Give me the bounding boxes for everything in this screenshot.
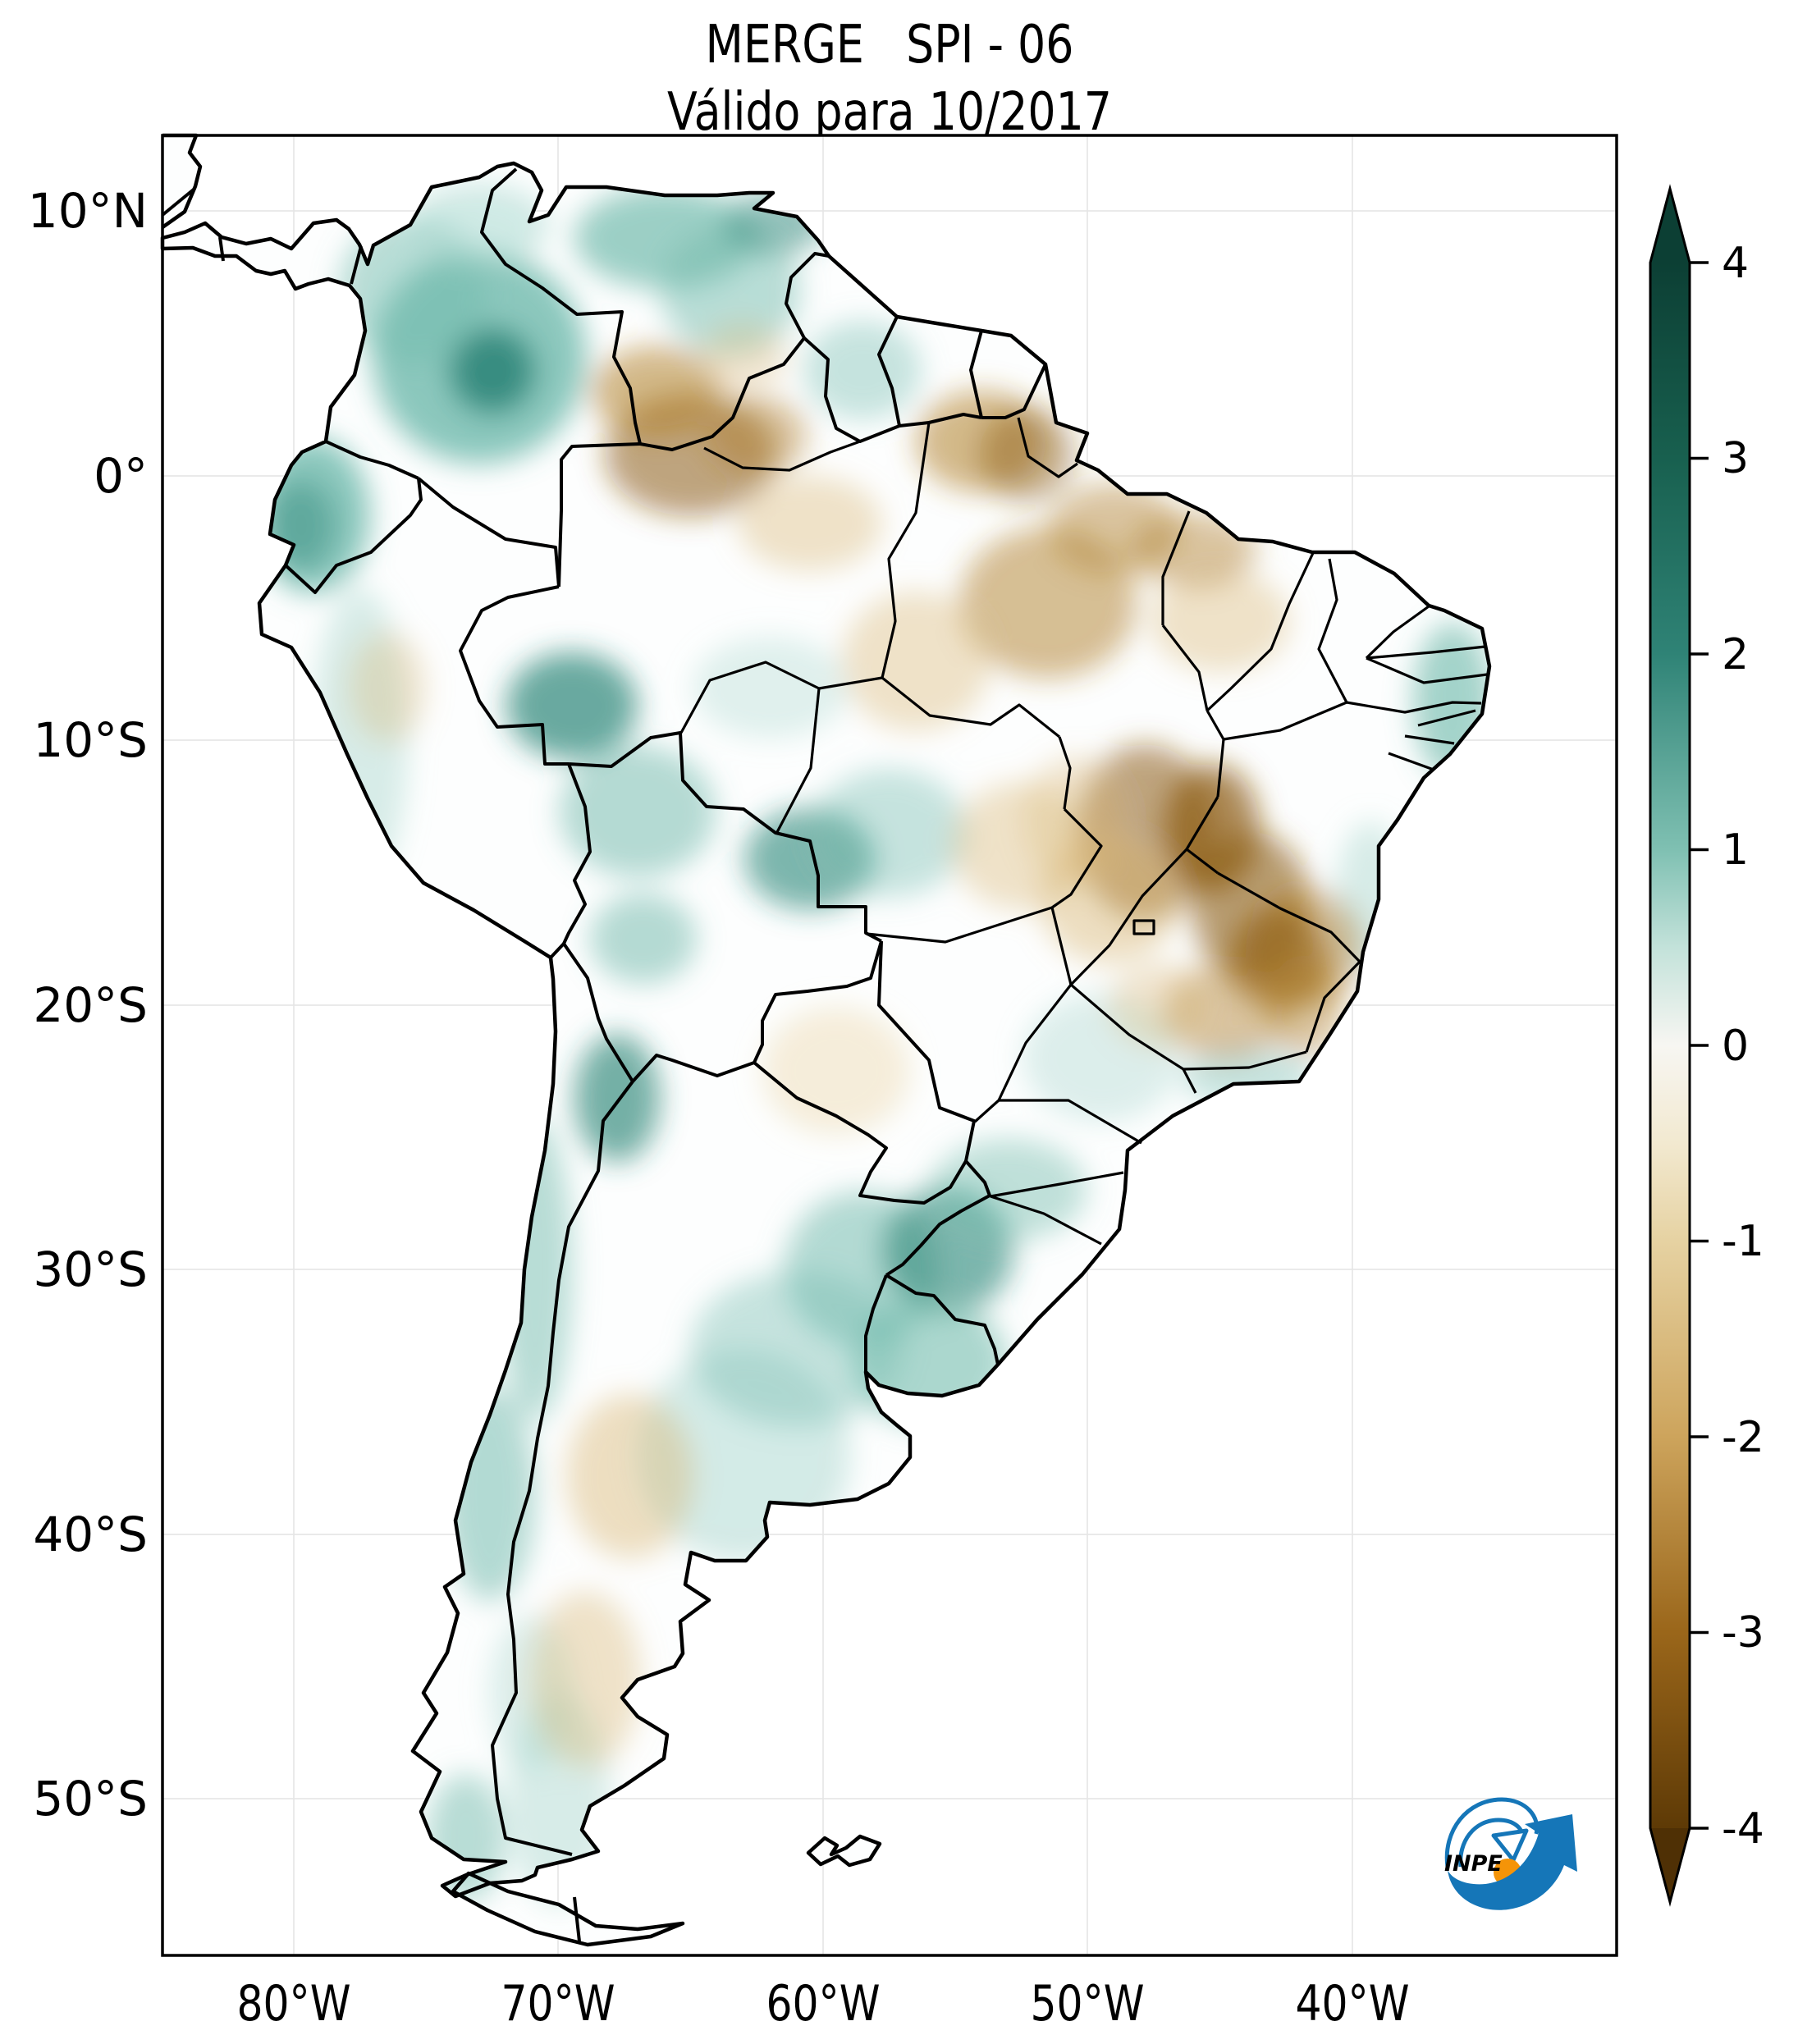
state-borders [679,417,1488,1246]
colorbar: 4 3 2 1 0 -1 -2 -3 -4 [1649,184,1764,1907]
lat-tick-label: 20°S [33,977,148,1033]
lat-tick-label: 50°S [33,1771,148,1827]
map-title: MERGE SPI - 06 [706,13,1074,75]
colorbar-tick-labels: 4 3 2 1 0 -1 -2 -3 -4 [1722,239,1764,1854]
lat-tick-label: 40°S [33,1507,148,1562]
colorbar-tick-label: 4 [1722,239,1749,288]
lon-tick-label: 50°W [1030,1976,1144,2033]
colorbar-tick-label: -3 [1722,1608,1764,1658]
colorbar-tick-label: 2 [1722,630,1749,679]
inpe-logo-text: INPE [1444,1851,1503,1877]
country-borders [161,167,1047,1942]
colorbar-tick-label: -4 [1722,1804,1764,1854]
lon-tick-label: 40°W [1295,1976,1409,2033]
lon-tick-label: 70°W [501,1976,615,2033]
lon-tick-label: 80°W [236,1976,350,2033]
map-subtitle: Válido para 10/2017 [667,80,1112,142]
lat-tick-label: 10°S [33,712,148,768]
x-axis: 80°W 70°W 60°W 50°W 40°W [236,1976,1409,2033]
y-axis: 10°N 0° 10°S 20°S 30°S 40°S 50°S [28,183,148,1827]
map-frame [161,134,1618,1957]
lat-tick-label: 10°N [28,183,148,239]
colorbar-tick-label: 0 [1722,1022,1749,1071]
lat-tick-label: 0° [94,448,148,504]
colorbar-ticks [1690,261,1709,1830]
lat-tick-label: 30°S [33,1241,148,1297]
colorbar-gradient [1650,263,1690,1828]
inpe-logo-swirl [1444,1797,1540,1868]
colorbar-top-arrow [1650,189,1690,263]
lon-tick-label: 60°W [766,1976,880,2033]
colorbar-tick-label: -2 [1722,1413,1764,1462]
map-panel [160,133,1618,1957]
colorbar-bottom-arrow [1650,1828,1690,1902]
colorbar-tick-label: 1 [1722,825,1749,875]
colorbar-tick-label: -1 [1722,1217,1764,1266]
colorbar-tick-label: 3 [1722,434,1749,483]
inpe-logo-swirl-arrowhead [1491,1828,1529,1863]
inpe-logo-arrow [1448,1814,1577,1910]
inpe-logo: INPE [1444,1797,1577,1910]
